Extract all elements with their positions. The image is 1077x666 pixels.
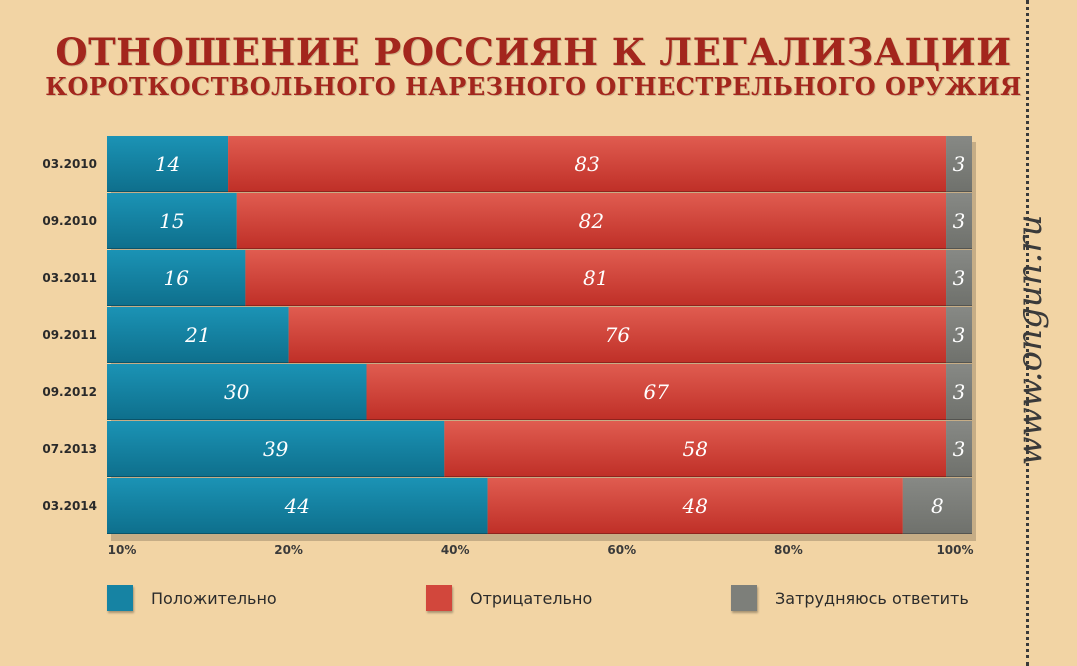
- bar-segment: [902, 478, 972, 534]
- legend-negative: Отрицательно: [426, 585, 592, 611]
- data-label: 39: [263, 437, 289, 461]
- bar-segment: [946, 364, 972, 420]
- data-label: 3: [953, 437, 966, 461]
- data-label: 15: [159, 209, 184, 233]
- chart-title: ОТНОШЕНИЕ РОССИЯН К ЛЕГАЛИЗАЦИИ: [55, 30, 1012, 74]
- x-tick-label: 100%: [936, 543, 973, 557]
- row-label: 09.2011: [42, 328, 97, 342]
- x-tick-label: 10%: [108, 543, 137, 557]
- data-label: 82: [579, 209, 604, 233]
- data-label: 76: [605, 323, 631, 347]
- bar-segment: [107, 136, 229, 192]
- bar-segment: [366, 364, 947, 420]
- watermark: www.ongun.ru: [1010, 214, 1050, 466]
- bar-segment: [946, 421, 972, 477]
- legend-undecided: Затрудняюсь ответить: [731, 585, 969, 611]
- x-tick-label: 80%: [774, 543, 803, 557]
- data-label: 48: [681, 494, 707, 518]
- legend-label: Положительно: [151, 588, 277, 608]
- legend-label: Отрицательно: [470, 588, 593, 608]
- legend-swatch-blue: [107, 585, 133, 611]
- data-label: 3: [953, 152, 966, 176]
- bar-segment: [288, 307, 947, 363]
- chart-subtitle: КОРОТКОСТВОЛЬНОГО НАРЕЗНОГО ОГНЕСТРЕЛЬНО…: [45, 72, 1022, 101]
- data-label: 16: [163, 266, 189, 290]
- x-tick-label: 60%: [607, 543, 636, 557]
- bar-segment: [946, 307, 972, 363]
- bar-segment: [245, 250, 947, 306]
- bar-segment: [107, 364, 367, 420]
- bar-segment: [107, 193, 237, 249]
- bar-segment: [107, 478, 488, 534]
- bar-segment: [107, 250, 246, 306]
- data-label: 3: [953, 209, 966, 233]
- row-label: 09.2010: [42, 214, 97, 228]
- row-label: 03.2010: [42, 157, 97, 171]
- data-label: 3: [953, 266, 966, 290]
- bar-segment: [228, 136, 947, 192]
- data-label: 67: [644, 380, 670, 404]
- legend-swatch-gray: [731, 585, 757, 611]
- bar-segment: [946, 136, 972, 192]
- legend-label: Затрудняюсь ответить: [775, 588, 969, 608]
- row-label: 09.2012: [42, 385, 97, 399]
- x-tick-label: 40%: [441, 543, 470, 557]
- dotted-divider: [1026, 0, 1029, 666]
- bar-segment: [107, 421, 445, 477]
- row-label: 03.2014: [42, 499, 97, 513]
- row-label: 07.2013: [42, 442, 97, 456]
- data-label: 21: [184, 323, 210, 347]
- x-tick-label: 20%: [274, 543, 303, 557]
- data-label: 14: [155, 152, 180, 176]
- bar-segment: [946, 250, 972, 306]
- data-label: 30: [224, 380, 250, 404]
- bar-segment: [487, 478, 903, 534]
- data-label: 83: [574, 152, 599, 176]
- bar-segment: [236, 193, 947, 249]
- legend-swatch-red: [426, 585, 452, 611]
- data-label: 3: [953, 380, 966, 404]
- data-label: 3: [953, 323, 966, 347]
- bar-segment: [107, 307, 289, 363]
- bar-segment: [444, 421, 947, 477]
- legend-positive: Положительно: [107, 585, 277, 611]
- data-label: 44: [284, 494, 310, 518]
- data-label: 81: [583, 266, 608, 290]
- data-label: 58: [682, 437, 707, 461]
- data-label: 8: [931, 494, 944, 518]
- bar-segment: [946, 193, 972, 249]
- row-label: 03.2011: [42, 271, 97, 285]
